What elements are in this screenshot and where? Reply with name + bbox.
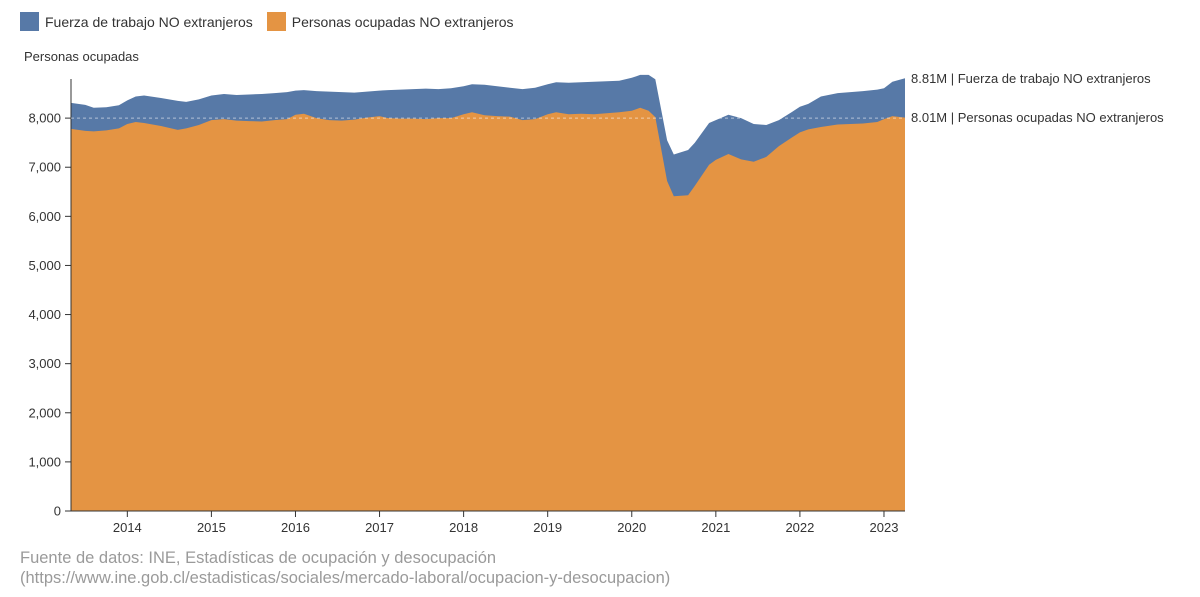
legend-label-ocupadas: Personas ocupadas NO extranjeros bbox=[291, 13, 514, 30]
y-tick-label: 2,000 bbox=[28, 405, 61, 420]
legend-swatch-fuerza bbox=[20, 12, 39, 31]
y-tick-label: 0 bbox=[54, 504, 61, 519]
y-tick-label: 8,000 bbox=[28, 111, 61, 126]
source-line-1: Fuente de datos: INE, Estadísticas de oc… bbox=[20, 549, 497, 567]
x-tick-label: 2020 bbox=[617, 520, 646, 535]
x-tick-label: 2019 bbox=[533, 520, 562, 535]
legend-label-fuerza: Fuerza de trabajo NO extranjeros bbox=[45, 13, 253, 30]
area-personas-ocupadas bbox=[71, 107, 905, 512]
y-tick-label: 1,000 bbox=[28, 454, 61, 469]
x-tick-label: 2017 bbox=[365, 520, 394, 535]
legend-item-ocupadas[interactable]: Personas ocupadas NO extranjeros bbox=[266, 12, 514, 31]
end-label-fuerza: 8.81M | Fuerza de trabajo NO extranjeros bbox=[911, 71, 1151, 86]
legend-swatch-ocupadas bbox=[266, 12, 286, 31]
y-tick-label: 3,000 bbox=[28, 356, 61, 371]
x-tick-label: 2016 bbox=[281, 520, 310, 535]
end-label-ocupadas: 8.01M | Personas ocupadas NO extranjeros bbox=[911, 110, 1164, 125]
x-tick-label: 2014 bbox=[113, 520, 142, 535]
y-tick-label: 4,000 bbox=[28, 307, 61, 322]
source-note: Fuente de datos: INE, Estadísticas de oc… bbox=[20, 548, 670, 588]
legend-item-fuerza[interactable]: Fuerza de trabajo NO extranjeros bbox=[20, 12, 253, 31]
x-tick-label: 2021 bbox=[701, 520, 730, 535]
x-tick-label: 2022 bbox=[785, 520, 814, 535]
y-tick-label: 5,000 bbox=[28, 258, 61, 273]
y-tick-label: 7,000 bbox=[28, 160, 61, 175]
source-line-2: (https://www.ine.gob.cl/estadisticas/soc… bbox=[20, 569, 671, 587]
x-tick-label: 2023 bbox=[870, 520, 899, 535]
y-tick-label: 6,000 bbox=[28, 209, 61, 224]
x-tick-label: 2015 bbox=[197, 520, 226, 535]
legend: Fuerza de trabajo NO extranjeros Persona… bbox=[20, 12, 528, 31]
y-axis-title: Personas ocupadas bbox=[24, 49, 139, 64]
x-tick-label: 2018 bbox=[449, 520, 478, 535]
